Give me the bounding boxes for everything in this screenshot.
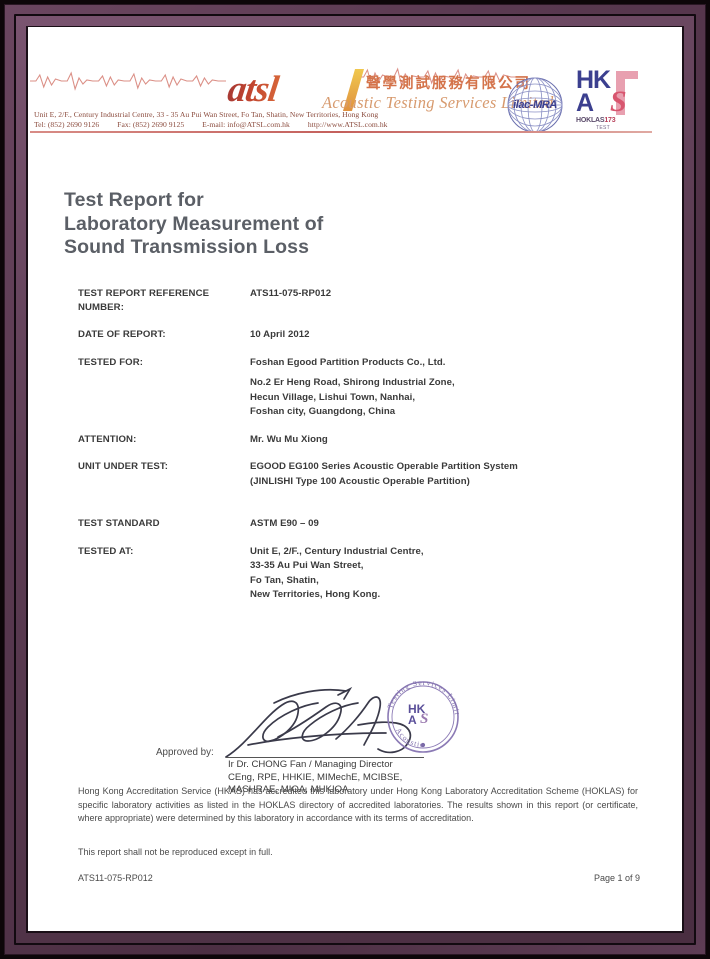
letterhead-contact: Tel: (852) 2690 9126 Fax: (852) 2690 912… [34,120,554,129]
reproduction-notice: This report shall not be reproduced exce… [78,847,273,857]
signatory-quals-line-1: CEng, RPE, HHKIE, MIMechE, MCIBSE, [228,771,403,783]
page-title: Test Report for Laboratory Measurement o… [64,189,584,260]
report-details-bottom: TEST STANDARD ASTM E90 – 09 TESTED AT: U… [78,517,638,616]
ilac-mra-logo: ilac-MRA [506,76,564,134]
waveform-decoration-right [358,67,528,87]
hkas-letters: HK A [576,66,611,117]
page-footer: ATS11-075-RP012 Page 1 of 9 [78,873,640,883]
field-unit-under-test: UNIT UNDER TEST: EGOOD EG100 Series Acou… [78,460,638,489]
unit-under-test-primary: EGOOD EG100 Series Acoustic Operable Par… [250,461,518,472]
handwritten-signature [225,686,412,758]
field-date-of-report: DATE OF REPORT: 10 April 2012 [78,328,638,343]
field-value: Unit E, 2/F., Century Industrial Centre,… [250,545,638,603]
field-value: ASTM E90 – 09 [250,518,319,529]
letterhead-rule [30,131,652,133]
company-seal-stamp: Testing Services Limited Acoustic HK A S [381,675,461,753]
field-label: UNIT UNDER TEST: [78,461,169,472]
hkas-s-mark: S [610,85,627,118]
letterhead: atsl 聲學測試服務有限公司 Acoustic Testing Service… [28,27,682,133]
tested-for-address-line-2: Hecun Village, Lishui Town, Nanhai, [250,391,416,403]
tested-at-line-1: Unit E, 2/F., Century Industrial Centre, [250,545,424,557]
letterhead-website: http://www.ATSL.com.hk [307,120,388,129]
field-tested-at: TESTED AT: Unit E, 2/F., Century Industr… [78,545,638,603]
svg-text:S: S [420,711,428,727]
field-label: TESTED AT: [78,545,134,557]
company-tagline: Acoustic Testing Services Limited [322,93,554,112]
company-name-chinese: 聲學測試服務有限公司 [366,76,531,92]
page-title-line3: Sound Transmission Loss [64,236,310,258]
ilac-mra-label: ilac-MRA [513,99,557,111]
field-label: TEST STANDARD [78,518,160,529]
hkas-type-label: TEST [596,125,610,131]
field-test-standard: TEST STANDARD ASTM E90 – 09 [78,517,638,532]
page-title-line1: Test Report for [64,189,204,211]
hkas-scheme-label: HOKLAS173 [576,117,616,124]
signatory-details: Ir Dr. CHONG Fan / Managing Director CEn… [228,759,402,797]
field-value: 10 April 2012 [250,329,310,340]
ilac-globe-icon [507,77,563,133]
footer-page-number: Page 1 of 9 [593,873,640,883]
field-label: DATE OF REPORT: [78,329,166,340]
hkas-accent-bar [616,71,625,115]
svg-text:Acoustic: Acoustic [394,726,424,749]
letterhead-email: E-mail: info@ATSL.com.hk [202,120,290,129]
field-label: TEST REPORT REFERENCE NUMBER: [78,288,210,313]
approved-by-label: Approved by: [156,747,214,758]
footer-reference: ATS11-075-RP012 [78,873,153,883]
report-page: atsl 聲學測試服務有限公司 Acoustic Testing Service… [28,27,682,931]
tested-for-address-line-1: No.2 Er Heng Road, Shirong Industrial Zo… [250,377,455,388]
svg-text:A: A [408,713,417,727]
letterhead-tel: Tel: (852) 2690 9126 [34,120,100,129]
tested-for-address-line-3: Foshan city, Guangdong, China [250,406,396,417]
signature-rule [226,757,424,758]
field-value: Mr. Wu Mu Xiong [250,433,328,445]
accreditation-statement: Hong Kong Accreditation Service (HKAS) h… [78,786,638,823]
field-reference-number: TEST REPORT REFERENCE NUMBER: ATS11-075-… [78,287,638,315]
hkas-logo: HK A S HOKLAS173 TEST [576,66,642,131]
field-label: TESTED FOR: [78,356,144,368]
field-tested-for: TESTED FOR: Foshan Egood Partition Produ… [78,356,638,420]
tested-at-line-4: New Territories, Hong Kong. [250,589,381,600]
report-details-top: TEST REPORT REFERENCE NUMBER: ATS11-075-… [78,287,638,502]
letterhead-address: Unit E, 2/F., Century Industrial Centre,… [34,110,379,119]
field-value: ATS11-075-RP012 [250,288,332,299]
signature-block: Testing Services Limited Acoustic HK A S… [78,667,638,797]
field-attention: ATTENTION: Mr. Wu Mu Xiong [78,433,638,448]
waveform-decoration-left [30,71,226,91]
signatory-name: Ir Dr. CHONG Fan / Managing Director [228,759,393,770]
unit-under-test-alternate: (JINLISHI Type 100 Acoustic Operable Par… [250,475,470,487]
page-title-line2: Laboratory Measurement of [64,212,324,235]
field-value: Foshan Egood Partition Products Co., Ltd… [250,356,638,420]
field-value: EGOOD EG100 Series Acoustic Operable Par… [250,460,638,489]
svg-text:HK: HK [408,702,426,716]
signatory-quals-line-2: MASHRAE, MIOA, MHKIOA [228,784,349,795]
hkas-accent-bar-top [616,71,638,79]
letterhead-fax: Fax: (852) 2690 9125 [117,120,185,129]
tested-at-line-3: Fo Tan, Shatin, [250,574,319,586]
tested-at-line-2: 33-35 Au Pui Wan Street, [250,560,364,571]
tested-for-company: Foshan Egood Partition Products Co., Ltd… [250,356,446,368]
field-label: ATTENTION: [78,433,137,445]
